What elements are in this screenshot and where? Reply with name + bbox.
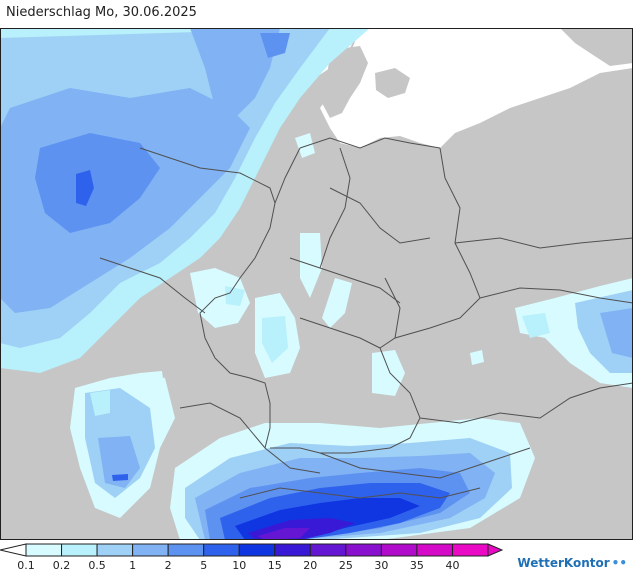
border-germany-west [199, 147, 301, 449]
border-states-2 [289, 257, 401, 304]
legend-label: 2 [165, 559, 172, 572]
legend-color-box [416, 543, 453, 557]
brand-logo: WetterKontor •• [517, 556, 627, 570]
border-states-5 [384, 277, 401, 339]
legend-labels: 0.1 0.2 0.5 1 2 5 10 15 20 25 30 35 40 [17, 559, 459, 572]
precip-patch-czech [470, 350, 484, 365]
baltic-sea [320, 28, 633, 148]
precipitation-fields [0, 28, 633, 540]
legend-color-box [132, 543, 169, 557]
precip-east-small [522, 313, 550, 338]
legend-label: 0.5 [88, 559, 106, 572]
legend-label: 35 [410, 559, 424, 572]
border-benelux [139, 147, 276, 204]
precip-moderate-netherlands [35, 133, 160, 233]
legend-label: 40 [445, 559, 459, 572]
legend-color-box [274, 543, 311, 557]
legend-color-box [309, 543, 347, 557]
legend-label: 1 [129, 559, 136, 572]
precip-sw-core [112, 474, 128, 481]
scandinavia-land [322, 28, 633, 118]
legend-label: 30 [374, 559, 388, 572]
legend-color-box [167, 543, 205, 557]
border-germany-north [299, 137, 441, 149]
precip-core-netherlands [76, 170, 94, 206]
legend-label: 0.2 [53, 559, 71, 572]
precip-sw-small [90, 390, 110, 416]
legend-color-box [61, 543, 98, 557]
precip-alps-extreme [258, 528, 310, 540]
denmark-land [322, 46, 368, 118]
precip-north-germany-band [190, 28, 280, 118]
legend-color-box [203, 543, 240, 557]
sweden-land [560, 28, 633, 66]
border-poland [454, 237, 633, 249]
precip-sw-dot [140, 371, 165, 396]
precip-sw-heavier [98, 436, 140, 488]
border-france-swiss [179, 402, 321, 474]
precip-patch-saar-core [262, 316, 288, 363]
raindrops-icon: •• [611, 556, 627, 570]
legend-color-box [96, 543, 134, 557]
border-belgium [99, 257, 206, 314]
precip-east-heavier [600, 308, 633, 358]
legend-color-box [238, 543, 276, 557]
precip-patch-franconia [322, 278, 352, 328]
legend-color-boxes [0, 543, 504, 557]
map-title: Niederschlag Mo, 30.06.2025 [6, 5, 197, 20]
legend-arrow-high [487, 543, 504, 557]
legend-label: 0.1 [17, 559, 35, 572]
legend-label: 5 [200, 559, 207, 572]
country-borders [99, 137, 633, 499]
border-states-3 [299, 317, 381, 349]
legend-arrow-low [0, 543, 27, 557]
legend-color-box [345, 543, 382, 557]
border-states-1 [329, 187, 431, 244]
legend-label: 25 [339, 559, 353, 572]
border-italy [239, 487, 481, 499]
precip-patch-bavaria [372, 350, 405, 396]
legend-label: 10 [232, 559, 246, 572]
brand-name: WetterKontor [517, 556, 610, 570]
border-austria [319, 447, 531, 479]
border-states-4 [319, 147, 351, 269]
precip-patch-belgium-core [225, 286, 245, 306]
legend-color-box [380, 543, 418, 557]
legend-label: 15 [268, 559, 282, 572]
legend-label: 20 [303, 559, 317, 572]
legend-color-box [25, 543, 63, 557]
precipitation-map [0, 28, 633, 540]
precip-small-cell-north [260, 33, 290, 58]
danish-islands [375, 68, 410, 98]
legend-color-box [451, 543, 489, 557]
border-czech [479, 287, 633, 304]
precipitation-legend: 0.1 0.2 0.5 1 2 5 10 15 20 25 30 35 40 [0, 543, 504, 572]
border-czech-south [419, 382, 633, 424]
precip-patch-hamburg [295, 133, 315, 158]
